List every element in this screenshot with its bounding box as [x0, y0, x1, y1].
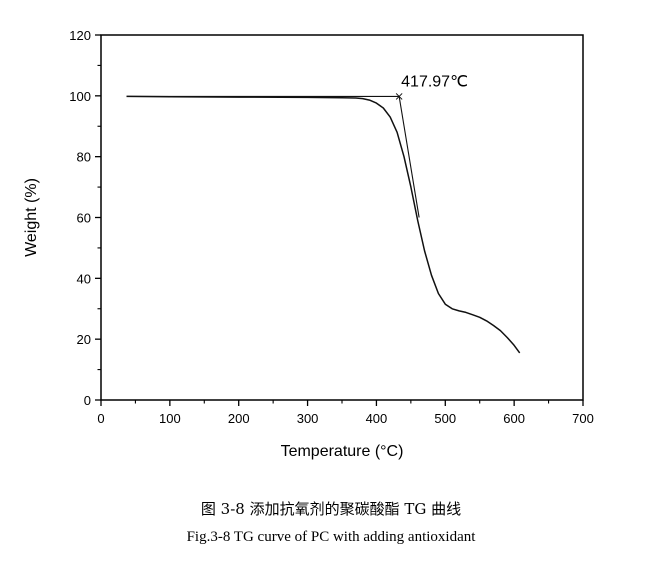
x-tick-label: 700	[572, 411, 594, 426]
tg-chart: 0 100 200 300 400 500 600 700 0 20 40 60 80 100 120 Te…	[23, 28, 594, 460]
onset-marker	[395, 93, 403, 100]
tg-curve	[126, 95, 521, 354]
plot-frame	[100, 34, 584, 401]
y-tick-label: 40	[77, 271, 91, 286]
tangent-line	[398, 96, 420, 218]
x-tick-label: 400	[366, 411, 388, 426]
x-tick-label: 100	[159, 411, 181, 426]
figure-caption-english: Fig.3-8 TG curve of PC with adding antio…	[186, 529, 476, 545]
y-tick-label: 0	[84, 393, 91, 408]
x-tick-label: 0	[97, 411, 104, 426]
x-tick-label: 300	[297, 411, 319, 426]
y-tick-label: 20	[77, 332, 91, 347]
y-tick-label: 80	[77, 150, 91, 165]
x-tick-label: 500	[434, 411, 456, 426]
figure-caption-chinese: 图 3-8 添加抗氧剂的聚碳酸酯 TG 曲线	[200, 500, 462, 518]
x-axis-title: Temperature (°C)	[281, 443, 404, 460]
onset-temperature-annotation: 417.97℃	[401, 73, 468, 90]
y-tick-label: 100	[69, 89, 91, 104]
y-axis-title: Weight (%)	[23, 178, 40, 257]
x-tick-label: 600	[503, 411, 525, 426]
y-tick-label: 60	[77, 211, 91, 226]
y-tick-label: 120	[69, 28, 91, 43]
x-tick-label: 200	[228, 411, 250, 426]
